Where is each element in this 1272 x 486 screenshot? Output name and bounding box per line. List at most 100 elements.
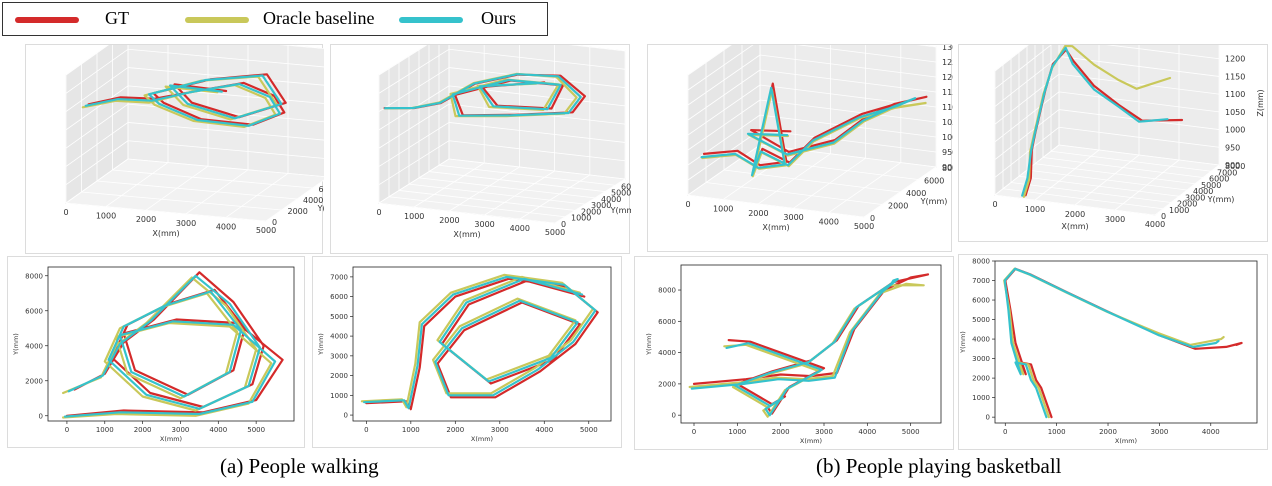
grid-line	[378, 67, 450, 112]
y-tick-label: 0	[1161, 212, 1166, 221]
y-tick-label: 3000	[1185, 193, 1205, 202]
grid-line	[1042, 157, 1204, 178]
panel-a2-xy: 0 1000 2000 3000 4000 5000 0 1000 2000 3000 4000 50…	[312, 256, 622, 448]
y-tick-label: 5000	[611, 189, 631, 198]
grid-line	[438, 164, 616, 186]
grid-line	[994, 91, 1060, 143]
x-tick-label: 0	[692, 428, 696, 436]
z-tick-label: 1250	[1225, 45, 1245, 46]
grid-line	[994, 126, 1060, 178]
y-tick-label: 8000	[1225, 162, 1245, 171]
legend-label-gt: GT	[105, 8, 129, 28]
y-tick-label: 2000	[288, 207, 308, 216]
grid-line	[554, 178, 626, 224]
y-tick-label: 0	[870, 214, 875, 223]
x-tick-label: 1000	[96, 426, 114, 434]
grid-line	[1058, 144, 1220, 166]
grid-line	[448, 67, 626, 88]
y-tick-label: 3000	[330, 352, 348, 360]
plot-frame	[994, 260, 1258, 424]
grid-line	[413, 162, 485, 208]
x-tick-label: 1000	[402, 426, 420, 434]
grid-line	[796, 45, 937, 63]
x-tick-label: 2000	[1099, 428, 1117, 436]
series-line	[84, 74, 283, 127]
y-tick-label: 6000	[319, 185, 325, 194]
grid-line	[65, 103, 129, 149]
grid-line	[705, 182, 883, 205]
x-tick-label: 2000	[439, 216, 459, 225]
x-tick-label: 2000	[134, 426, 152, 434]
grid-line	[1002, 188, 1164, 210]
grid-line	[1026, 169, 1188, 191]
grid-line	[994, 45, 1052, 90]
series-line	[63, 274, 277, 418]
x-tick-label: 4000	[535, 426, 553, 434]
grid-line	[65, 202, 267, 222]
y-tick-label: 7000	[972, 277, 990, 285]
grid-line	[994, 56, 1060, 107]
grid-line	[759, 129, 937, 153]
grid-line	[81, 191, 282, 211]
grid-line	[127, 85, 324, 104]
grid-line	[378, 140, 450, 186]
x-tick-label: 4000	[819, 218, 839, 227]
x-tick-label: 3000	[172, 426, 190, 434]
grid-line	[759, 54, 937, 78]
x-tick-label: 5000	[854, 222, 874, 231]
series-line	[384, 73, 582, 117]
panel-b2-xy: 0 1000 2000 3000 4000 0 1000 2000 3000 4000 5000 60…	[958, 254, 1268, 450]
x-tick-label: 4000	[858, 428, 876, 436]
grid-line	[1034, 163, 1196, 185]
x-tick-label: 2000	[136, 215, 156, 224]
x-tick-label: 2000	[772, 428, 790, 436]
grid-line	[449, 166, 520, 212]
series-line	[363, 275, 597, 410]
z-tick-label: 1100	[942, 103, 953, 112]
y-axis-label: Y(mm)	[645, 333, 653, 356]
y-tick-label: 6000	[1209, 175, 1229, 184]
panel-b1-3d: 0100020003000400050000200040006000800090…	[647, 44, 953, 252]
y-tick-label: 5000	[972, 316, 990, 324]
z-tick-label: 950	[942, 148, 953, 157]
grid-line	[687, 99, 761, 151]
plot-frame	[680, 264, 942, 424]
grid-line	[687, 194, 865, 218]
grid-line	[759, 144, 937, 168]
z-tick-label: 1150	[1225, 72, 1245, 81]
x-tick-label: 5000	[902, 428, 920, 436]
grid-line	[127, 48, 324, 68]
x-tick-label: 0	[65, 426, 69, 434]
y-tick-label: 2000	[330, 372, 348, 380]
series-line	[690, 278, 899, 417]
y-tick-label: 7000	[330, 273, 348, 281]
y-tick-label: 4000	[303, 196, 323, 205]
legend-swatch-gt	[15, 17, 79, 23]
grid-line	[378, 158, 450, 204]
x-tick-label: 0	[63, 208, 68, 217]
grid-line	[759, 99, 937, 123]
x-axis-label: X(mm)	[471, 435, 493, 443]
z-tick-label: 1200	[942, 73, 953, 82]
z-tick-label: 1150	[942, 88, 953, 97]
y-axis-label: Y(mm)	[317, 333, 325, 356]
z-tick-label: 1000	[1225, 126, 1245, 135]
y-tick-label: 5000	[330, 313, 348, 321]
caption-b: (b) People playing basketball	[816, 454, 1062, 478]
y-tick-label: 6000	[658, 318, 676, 326]
x-tick-label: 0	[992, 200, 997, 209]
x-axis-label: X(mm)	[453, 230, 480, 239]
x-tick-label: 0	[364, 426, 368, 434]
z-tick-label: 1300	[942, 45, 953, 52]
grid-line	[687, 84, 761, 136]
y-axis-label: Y(mm)	[959, 331, 967, 354]
grid-line	[127, 140, 324, 159]
x-tick-label: 0	[376, 208, 381, 217]
y-tick-label: 8000	[942, 164, 953, 173]
grid-line	[568, 45, 626, 52]
grid-line	[994, 194, 1156, 216]
y-axis-label: Y(mm)	[610, 206, 631, 215]
y-tick-label: 8000	[972, 258, 990, 266]
x-tick-label: 4000	[510, 224, 530, 233]
x-tick-label: 4000	[1202, 428, 1220, 436]
